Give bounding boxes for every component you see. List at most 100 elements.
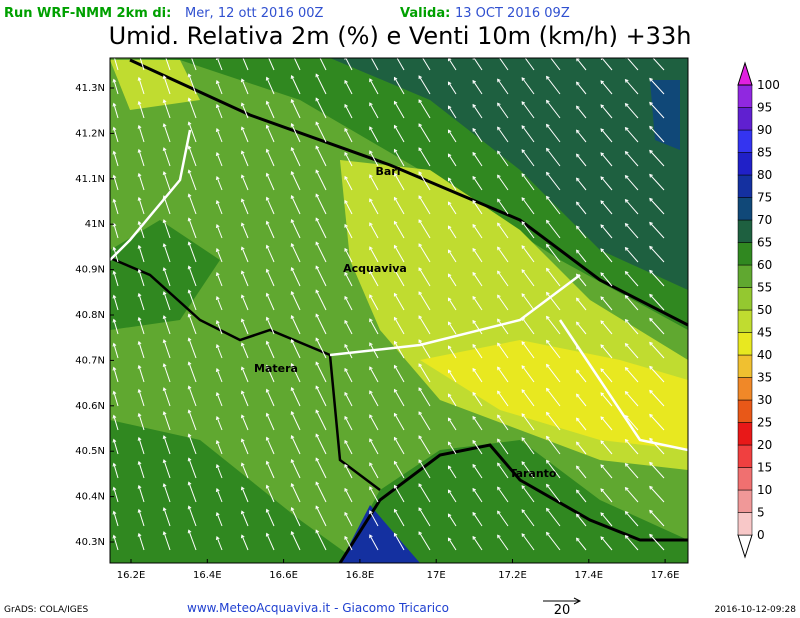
- wind-arrow: [418, 339, 431, 359]
- wind-arrow: [163, 459, 171, 479]
- colorbar-label: 40: [757, 348, 772, 362]
- colorbar-label: 85: [757, 146, 772, 160]
- wind-arrow-head: [497, 198, 501, 203]
- wind-arrow-head: [546, 435, 550, 440]
- wind-arrow: [266, 389, 275, 407]
- wind-arrow-head: [187, 481, 192, 486]
- wind-arrow: [369, 486, 379, 503]
- wind-arrow-head: [187, 217, 192, 222]
- wind-arrow: [291, 291, 301, 311]
- wind-arrow-head: [369, 390, 373, 395]
- wind-arrow-head: [497, 462, 501, 467]
- wind-arrow-head: [546, 459, 550, 464]
- wind-arrow: [163, 315, 171, 335]
- wind-arrow-head: [315, 481, 320, 486]
- wind-arrow: [472, 176, 483, 191]
- wind-arrow: [394, 149, 405, 167]
- wind-arrow-head: [472, 487, 477, 492]
- wind-arrow: [625, 367, 639, 383]
- wind-arrow-head: [497, 390, 501, 395]
- wind-arrow: [315, 362, 327, 383]
- wind-arrow-head: [265, 292, 270, 297]
- wind-arrow: [266, 197, 275, 215]
- field-zone: [330, 58, 688, 290]
- colorbar: 0 5 10 15 20 25 30 35 40 45 50 55 60 65 70 75 80 85 90 95 10…: [737, 61, 780, 559]
- wind-arrow-head: [187, 193, 192, 198]
- field-zone: [110, 420, 360, 563]
- wind-arrow-head: [600, 128, 605, 133]
- wind-arrow-head: [600, 248, 605, 253]
- wind-arrow-head: [265, 268, 270, 273]
- lon-label: 16.6E: [269, 570, 298, 581]
- wind-arrow-head: [162, 123, 167, 128]
- wind-arrow-head: [546, 387, 550, 392]
- wind-arrow: [344, 416, 353, 431]
- wind-arrow-head: [290, 315, 295, 319]
- wind-arrow: [497, 102, 509, 119]
- wind-arrow: [625, 535, 639, 551]
- wind-arrow-head: [497, 222, 501, 227]
- wind-arrow: [448, 369, 457, 383]
- wind-arrow: [344, 104, 353, 119]
- wind-arrow: [369, 462, 379, 479]
- wind-arrow-head: [393, 76, 398, 81]
- wind-arrow: [649, 102, 665, 119]
- wind-arrow-head: [497, 78, 501, 83]
- wind-arrow: [497, 390, 509, 407]
- lat-label: 41N: [85, 219, 105, 230]
- wind-arrow-head: [447, 249, 452, 254]
- wind-arrow-head: [447, 417, 452, 422]
- wind-arrow-head: [369, 174, 373, 179]
- wind-arrow: [600, 80, 613, 95]
- wind-arrow: [138, 125, 145, 143]
- wind-arrow: [625, 295, 639, 311]
- wind-arrow: [497, 534, 509, 551]
- wind-arrow: [472, 320, 483, 335]
- field-zone: [650, 80, 680, 150]
- wind-arrow-head: [497, 294, 501, 299]
- wind-arrow-head: [215, 536, 220, 541]
- wind-arrow: [163, 531, 171, 551]
- wind-arrow: [472, 464, 483, 479]
- wind-arrow-head: [315, 97, 320, 102]
- wind-arrow: [191, 58, 197, 71]
- wind-arrow: [113, 343, 119, 359]
- wind-arrow: [216, 536, 223, 551]
- wind-arrow-head: [112, 198, 117, 203]
- wind-arrow-head: [393, 364, 398, 369]
- wind-arrow: [163, 507, 171, 527]
- wind-arrow-head: [112, 510, 117, 515]
- wind-arrow: [649, 342, 665, 359]
- wind-arrow-head: [162, 339, 167, 344]
- colorbar-label: 10: [757, 483, 772, 497]
- wind-arrow: [344, 296, 353, 311]
- wind-arrow-head: [447, 369, 452, 374]
- wind-arrow: [216, 80, 223, 95]
- wind-arrow: [576, 153, 587, 167]
- wind-arrow-head: [624, 318, 629, 323]
- wind-arrow-head: [521, 485, 526, 489]
- wind-arrow: [216, 320, 223, 335]
- wind-arrow-head: [215, 224, 220, 229]
- wind-arrow-head: [546, 243, 550, 248]
- wind-arrow: [188, 314, 197, 335]
- wind-arrow-head: [315, 457, 320, 462]
- wind-arrow: [315, 218, 327, 239]
- wind-arrow: [546, 364, 561, 383]
- wind-arrow-head: [546, 267, 550, 272]
- wind-arrow: [576, 465, 587, 479]
- wind-arrow-head: [240, 486, 245, 491]
- wind-arrow-head: [472, 415, 477, 420]
- wind-arrow-head: [393, 148, 398, 153]
- wind-arrow-head: [315, 145, 320, 150]
- wind-arrow: [448, 225, 457, 239]
- wind-arrow-head: [215, 344, 220, 349]
- wind-arrow: [241, 103, 249, 119]
- wind-arrow: [291, 243, 301, 263]
- wind-arrow-head: [576, 393, 580, 398]
- wind-arrow: [241, 391, 249, 407]
- wind-arrow: [138, 269, 145, 287]
- wind-arrow: [344, 536, 353, 551]
- wind-arrow-head: [137, 484, 142, 489]
- wind-arrow-head: [624, 414, 629, 419]
